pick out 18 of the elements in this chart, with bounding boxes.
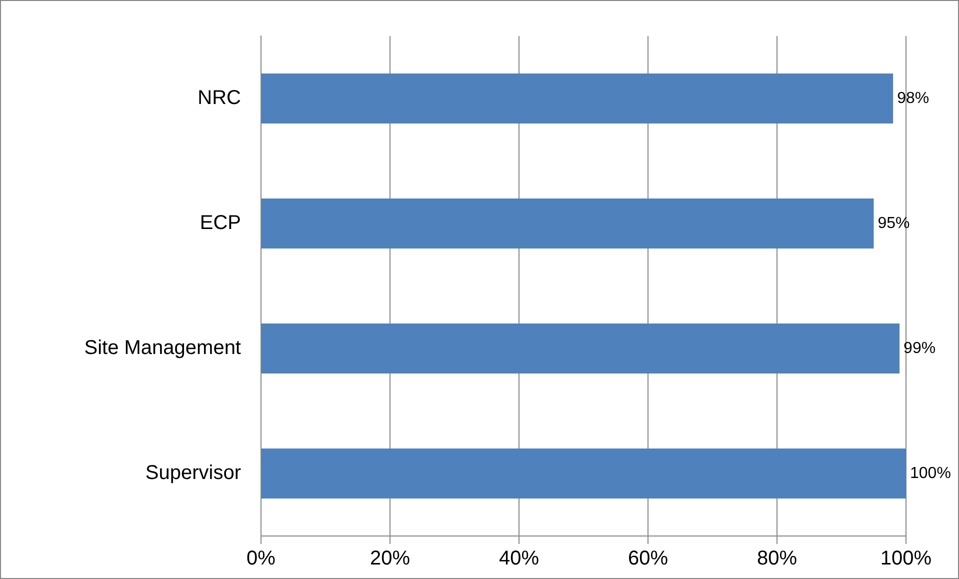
bar [262, 448, 906, 498]
x-tick-label: 80% [756, 548, 798, 570]
y-tick-label: NRC [198, 87, 241, 110]
bar [262, 198, 874, 248]
x-tick-label: 60% [628, 548, 668, 570]
y-tick-label: ECP [200, 212, 241, 234]
data-label: 98% [897, 90, 930, 107]
y-tick-label: Site Management [84, 337, 242, 360]
y-tick-label: Supervisor [145, 462, 242, 484]
bar [262, 74, 894, 124]
data-label: 99% [904, 340, 936, 357]
bar [262, 324, 900, 374]
x-tick-label: 100% [880, 548, 932, 570]
data-label: 100% [910, 464, 951, 482]
x-tick-label: 20% [370, 548, 410, 570]
x-tick-label: 40% [498, 548, 540, 570]
data-label: 95% [878, 214, 910, 232]
x-tick-label: 0% [246, 548, 276, 570]
